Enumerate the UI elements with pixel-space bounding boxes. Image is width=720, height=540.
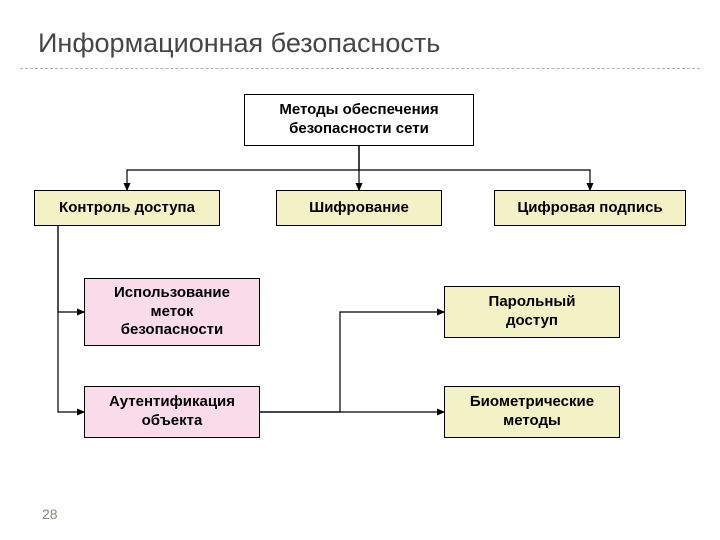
node-label-a3: Цифровая подпись [517,199,662,218]
node-c2: Биометрическиеметоды [444,386,620,438]
page-number: 28 [42,506,58,522]
edge-a1-c1 [58,226,84,412]
node-label-a2: Шифрование [309,199,409,218]
node-a3: Цифровая подпись [494,190,686,226]
node-c1: Аутентификацияобъекта [84,386,260,438]
node-b2: Парольныйдоступ [444,286,620,338]
node-b1: Использованиеметокбезопасности [84,278,260,346]
node-label-a1: Контроль доступа [59,199,195,218]
node-label-b2: Парольныйдоступ [489,293,576,331]
node-a1: Контроль доступа [34,190,220,226]
node-label-root: Методы обеспечениябезопасности сети [279,101,438,139]
connector-layer [0,0,720,540]
node-label-c2: Биометрическиеметоды [470,393,594,431]
edge-a1-b1 [58,226,84,312]
node-a2: Шифрование [276,190,442,226]
edge-c1-b2 [260,312,444,412]
node-root: Методы обеспечениябезопасности сети [244,94,474,146]
edge-root-a1 [127,146,359,190]
node-label-c1: Аутентификацияобъекта [109,393,235,431]
edge-root-a3 [359,146,590,190]
node-label-b1: Использованиеметокбезопасности [114,284,230,340]
